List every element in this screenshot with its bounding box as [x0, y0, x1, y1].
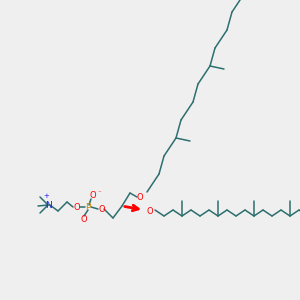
Text: O: O	[90, 190, 96, 200]
Text: O: O	[137, 194, 143, 202]
Text: +: +	[43, 193, 49, 199]
Text: O: O	[74, 202, 80, 211]
Text: O: O	[81, 214, 87, 224]
Text: N: N	[45, 200, 51, 209]
Text: O: O	[99, 205, 105, 214]
Text: O: O	[147, 206, 153, 215]
Text: P: P	[85, 202, 91, 211]
Text: ⁻: ⁻	[97, 190, 101, 196]
